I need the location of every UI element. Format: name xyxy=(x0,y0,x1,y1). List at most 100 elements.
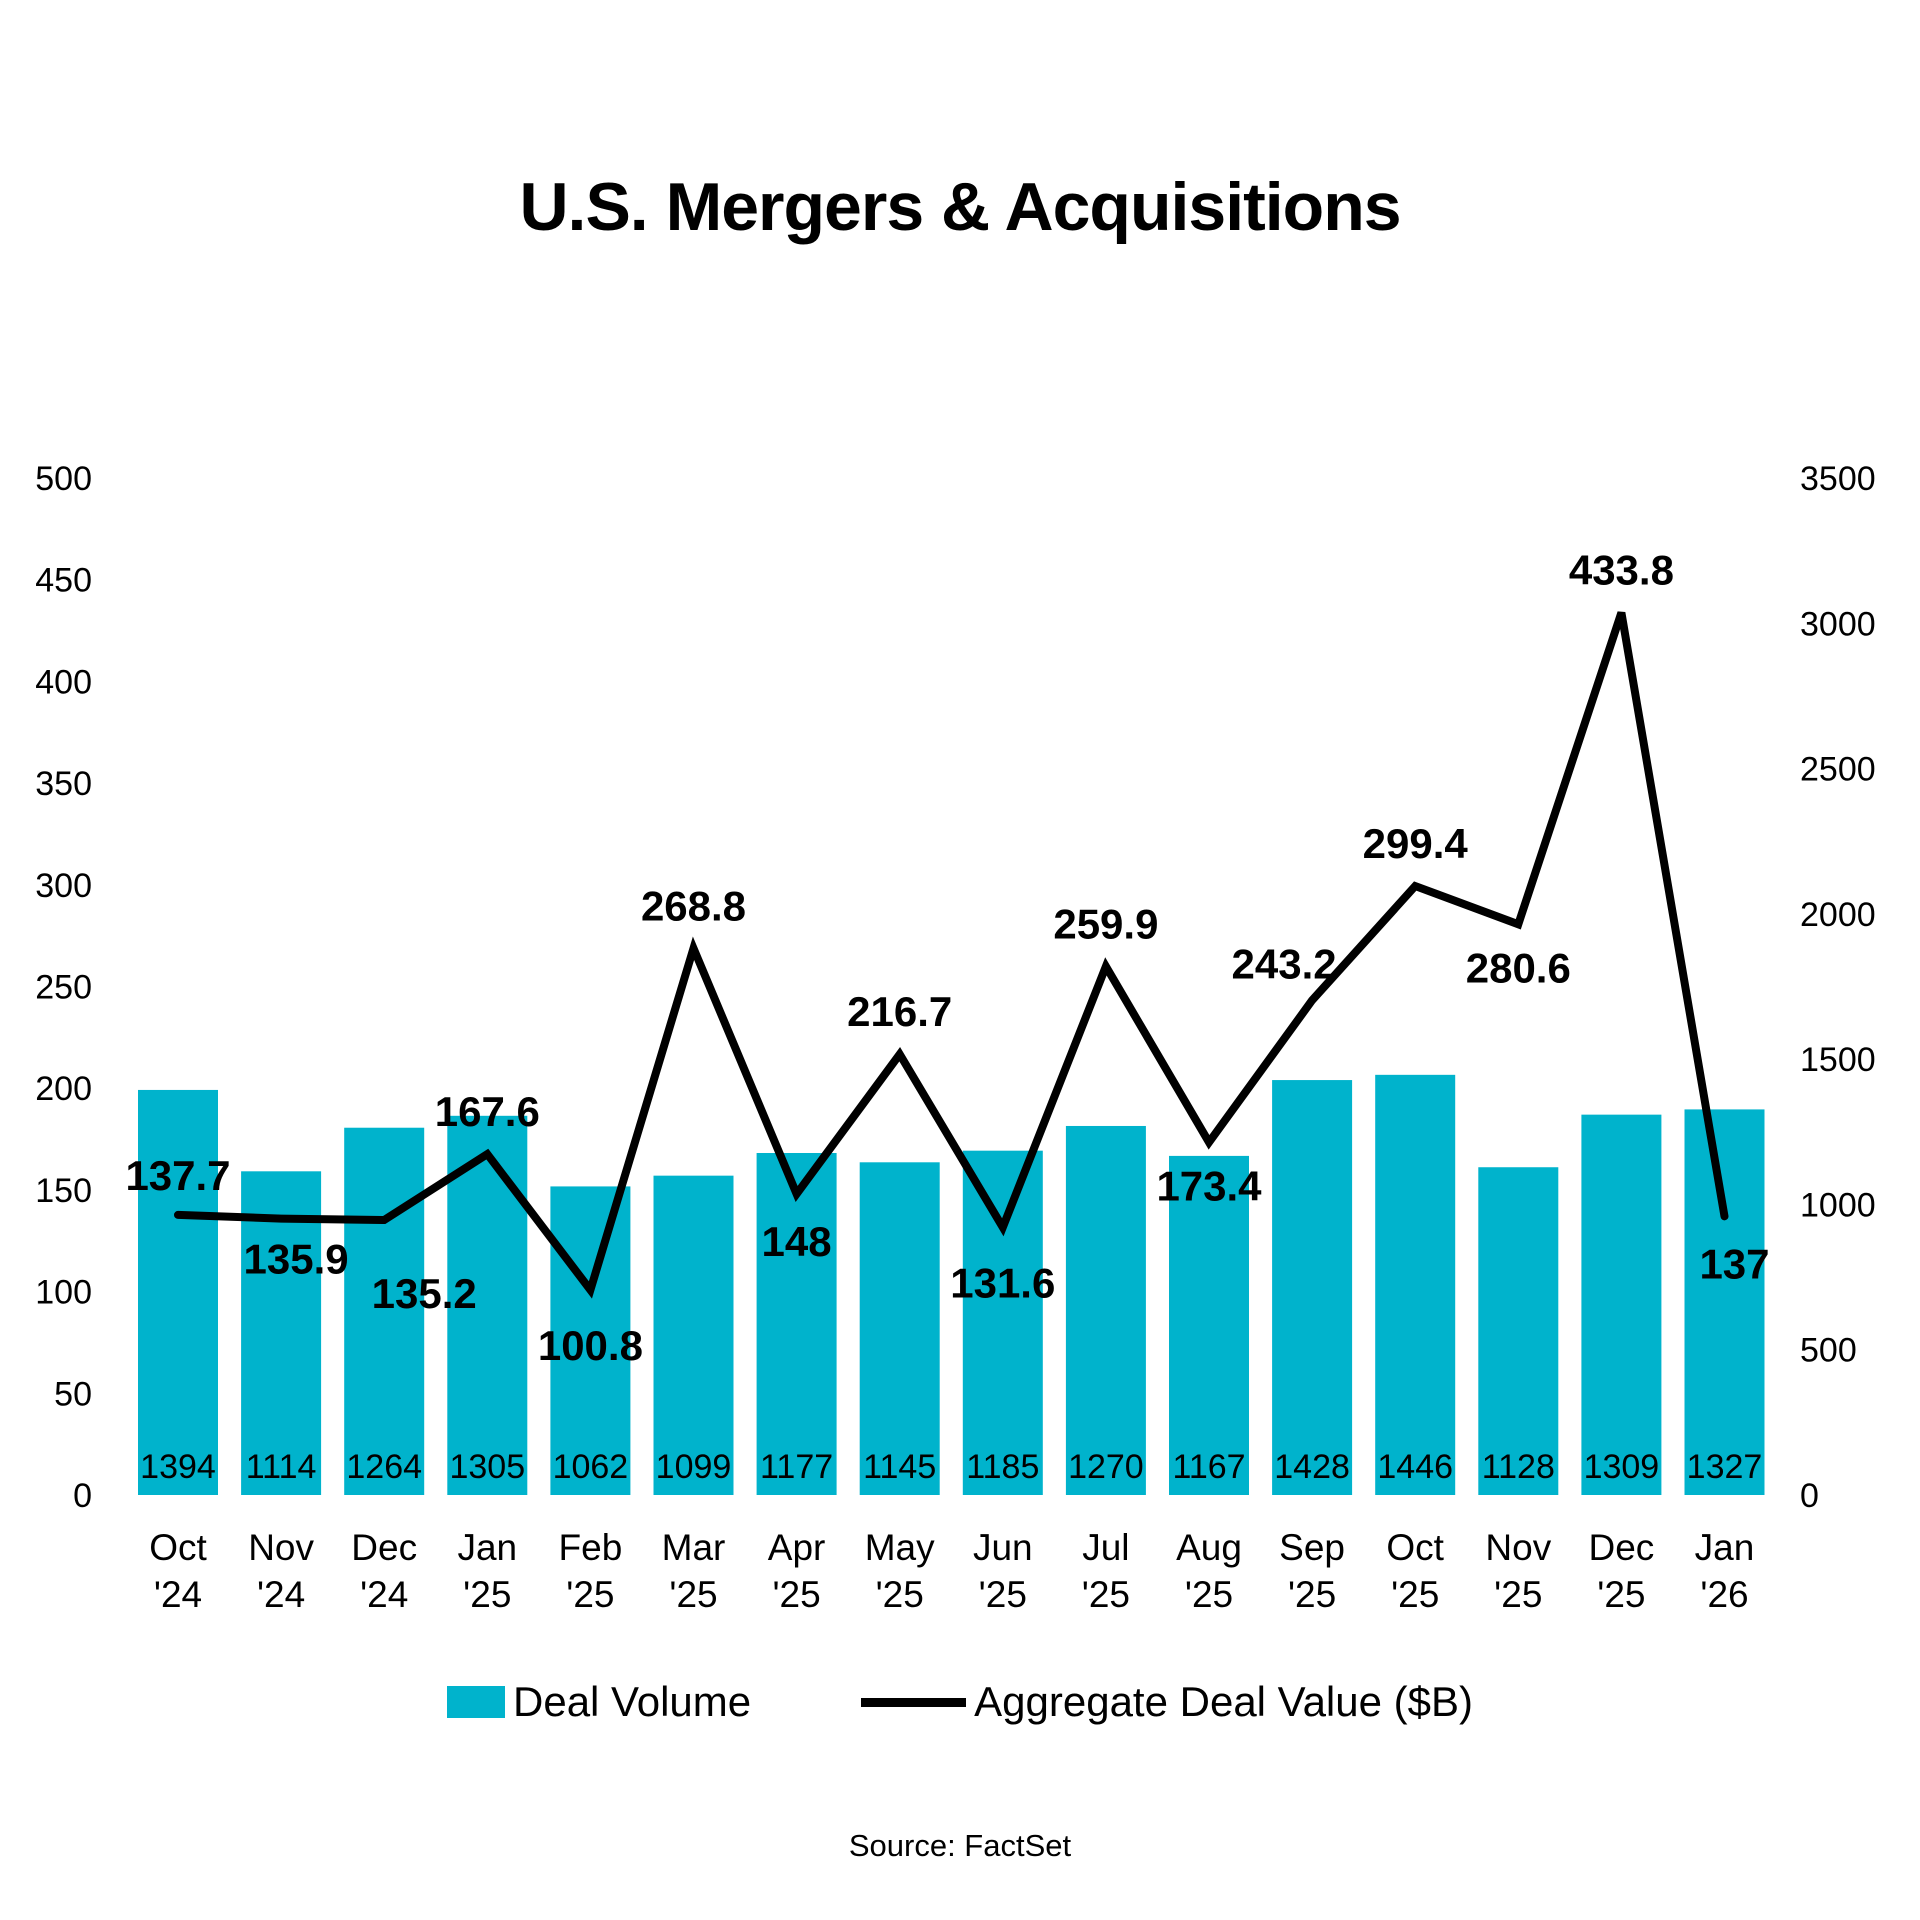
x-axis-category-label: '25 xyxy=(1391,1574,1439,1615)
bar-value-label: 1177 xyxy=(760,1448,833,1486)
x-axis-category-label: '25 xyxy=(1494,1574,1542,1615)
x-axis-category-label: '25 xyxy=(1288,1574,1336,1615)
deal-volume-bar xyxy=(447,1115,528,1495)
right-axis-tick-label: 3500 xyxy=(1800,460,1876,498)
bar-value-label: 1185 xyxy=(966,1448,1039,1486)
left-axis-tick-label: 50 xyxy=(54,1375,92,1413)
line-value-label: 131.6 xyxy=(950,1259,1055,1306)
x-axis-category-label: '24 xyxy=(154,1574,202,1615)
deal-volume-bar xyxy=(1375,1074,1456,1495)
x-axis-category-label: Sep xyxy=(1279,1527,1345,1568)
right-axis-tick-label: 3000 xyxy=(1800,605,1876,643)
bar-value-label: 1114 xyxy=(246,1448,317,1486)
x-axis-category-label: '25 xyxy=(1082,1574,1130,1615)
aggregate-deal-value-line-swatch-icon xyxy=(861,1697,967,1707)
line-value-label: 135.9 xyxy=(244,1236,349,1283)
bar-value-label: 1428 xyxy=(1274,1448,1350,1486)
bar-value-label: 1145 xyxy=(863,1448,936,1486)
chart-title: U.S. Mergers & Acquisitions xyxy=(519,169,1401,245)
deal-volume-bar xyxy=(653,1175,734,1495)
x-axis-category-label: Jan xyxy=(457,1527,517,1568)
line-value-label: 280.6 xyxy=(1466,944,1571,991)
chart-legend: Deal Volume Aggregate Deal Value ($B) xyxy=(0,1678,1920,1726)
x-axis-category-label: '26 xyxy=(1700,1574,1748,1615)
deal-volume-bar xyxy=(962,1150,1043,1495)
deal-volume-bar xyxy=(241,1171,322,1495)
line-value-label: 137.7 xyxy=(125,1152,230,1199)
deal-volume-swatch-icon xyxy=(447,1686,505,1718)
deal-volume-bar xyxy=(344,1127,425,1495)
legend-item-aggregate-deal-value: Aggregate Deal Value ($B) xyxy=(861,1678,1473,1726)
x-axis-category-label: Oct xyxy=(149,1527,207,1568)
deal-volume-bar xyxy=(1065,1125,1146,1495)
right-axis-tick-label: 2500 xyxy=(1800,751,1876,789)
right-axis-tick-label: 1500 xyxy=(1800,1041,1876,1079)
x-axis-category-label: Apr xyxy=(768,1527,826,1568)
deal-volume-bar xyxy=(1684,1109,1765,1495)
line-value-label: 148 xyxy=(762,1218,832,1265)
source-note: Source: FactSet xyxy=(848,1828,1072,1863)
line-value-label: 135.2 xyxy=(372,1270,477,1317)
right-axis-tick-label: 500 xyxy=(1800,1332,1857,1370)
right-axis-tick-label: 0 xyxy=(1800,1477,1819,1515)
deal-volume-bar xyxy=(1169,1155,1249,1495)
left-axis-tick-label: 200 xyxy=(35,1070,92,1108)
x-axis-category-label: '25 xyxy=(979,1574,1027,1615)
left-axis-tick-label: 100 xyxy=(35,1274,92,1312)
x-axis-category-label: Nov xyxy=(1485,1527,1551,1568)
x-axis-category-label: Nov xyxy=(248,1527,314,1568)
x-axis-category-label: Oct xyxy=(1386,1527,1444,1568)
deal-volume-bar xyxy=(1478,1167,1559,1495)
legend-item-deal-volume: Deal Volume xyxy=(447,1678,751,1726)
left-axis-tick-label: 250 xyxy=(35,969,92,1007)
x-axis-category-label: '25 xyxy=(1597,1574,1645,1615)
left-axis-tick-label: 500 xyxy=(35,460,92,498)
x-axis-category-label: Jul xyxy=(1082,1527,1129,1568)
line-value-label: 259.9 xyxy=(1053,900,1158,947)
deal-volume-bar xyxy=(550,1186,631,1495)
left-axis-tick-label: 450 xyxy=(35,562,92,600)
left-axis-tick-label: 400 xyxy=(35,663,92,701)
bar-value-label: 1270 xyxy=(1068,1448,1144,1486)
deal-volume-bar xyxy=(1272,1080,1353,1495)
left-axis-tick-label: 150 xyxy=(35,1172,92,1210)
legend-label-deal-volume: Deal Volume xyxy=(513,1678,752,1725)
x-axis-category-label: Dec xyxy=(351,1527,417,1568)
x-axis-category-label: Mar xyxy=(662,1527,726,1568)
right-axis-tick-label: 2000 xyxy=(1800,896,1876,934)
bar-value-label: 1062 xyxy=(553,1448,629,1486)
x-axis-category-label: Dec xyxy=(1588,1527,1654,1568)
x-axis-category-label: Aug xyxy=(1176,1527,1242,1568)
aggregate-deal-value-line xyxy=(174,611,1729,1299)
deal-volume-bar xyxy=(138,1089,218,1495)
left-axis-tick-label: 350 xyxy=(35,765,92,803)
x-axis-category-label: May xyxy=(865,1527,935,1568)
line-value-label: 433.8 xyxy=(1569,547,1674,594)
line-value-label: 216.7 xyxy=(847,988,952,1035)
left-axis-tick-label: 0 xyxy=(73,1477,92,1515)
line-value-label: 167.6 xyxy=(435,1088,540,1135)
bar-value-label: 1167 xyxy=(1172,1448,1245,1486)
bar-value-label: 1128 xyxy=(1482,1448,1555,1486)
x-axis-category-label: Feb xyxy=(559,1527,623,1568)
x-axis-category-label: Jun xyxy=(973,1527,1033,1568)
x-axis-category-label: '25 xyxy=(876,1574,924,1615)
x-axis-category-label: '24 xyxy=(257,1574,305,1615)
legend-label-aggregate-deal-value: Aggregate Deal Value ($B) xyxy=(974,1678,1473,1725)
deal-volume-bar xyxy=(1581,1114,1662,1495)
bar-value-label: 1305 xyxy=(449,1448,525,1486)
deal-volume-bar xyxy=(756,1152,837,1495)
x-axis-category-label: '25 xyxy=(1185,1574,1233,1615)
line-value-label: 173.4 xyxy=(1156,1162,1262,1209)
line-value-label: 137 xyxy=(1699,1240,1769,1287)
bar-value-label: 1394 xyxy=(140,1448,216,1486)
line-value-label: 243.2 xyxy=(1232,940,1337,987)
x-axis-category-label: '25 xyxy=(772,1574,820,1615)
x-axis-category-label: '25 xyxy=(566,1574,614,1615)
right-axis-tick-label: 1000 xyxy=(1800,1186,1876,1224)
line-value-label: 100.8 xyxy=(538,1322,643,1369)
x-axis-category-label: Jan xyxy=(1695,1527,1755,1568)
deal-volume-bar xyxy=(859,1162,940,1495)
